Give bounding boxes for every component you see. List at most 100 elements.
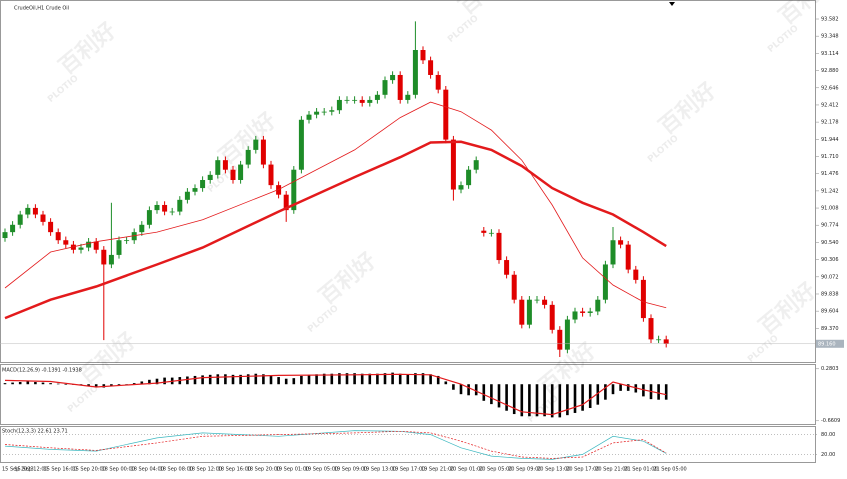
y-tick-label: 91.476 — [821, 171, 839, 177]
macd-bar — [140, 381, 144, 385]
macd-bar — [482, 384, 486, 401]
macd-bar — [429, 374, 432, 385]
x-tick-label: 18 Sep 16:00 — [218, 467, 251, 473]
macd-bar — [550, 384, 554, 418]
candle-body — [283, 194, 289, 211]
candle-body — [382, 80, 388, 95]
x-tick-label: 15 Sep 12:00 — [14, 467, 47, 473]
macd-bar — [588, 384, 592, 408]
candle-body — [526, 299, 532, 325]
candle-body — [10, 224, 16, 233]
x-tick-label: 18 Sep 00:00 — [101, 467, 134, 473]
macd-bar — [596, 384, 600, 405]
macd-bar — [269, 375, 273, 385]
candle-body — [238, 164, 244, 180]
macd-bar — [148, 379, 151, 385]
x-tick-label: 20 Sep 05:00 — [479, 467, 512, 473]
candle-body — [222, 160, 228, 170]
macd-bar — [573, 384, 577, 413]
x-tick-label: 21 Sep 05:00 — [653, 467, 686, 473]
candle-body — [215, 160, 221, 175]
candle-body — [511, 274, 517, 300]
candle-body — [466, 169, 472, 186]
macd-bar — [231, 374, 235, 385]
macd-bar — [110, 384, 113, 387]
candle-body — [405, 94, 411, 100]
candle-body — [428, 60, 434, 75]
candle-body — [124, 240, 130, 242]
candle-body — [549, 304, 555, 330]
candle-body — [610, 240, 616, 265]
x-tick-label: 20 Sep 13:00 — [537, 467, 570, 473]
y-tick-label: 93.582 — [821, 17, 839, 23]
macd-bar — [528, 384, 531, 417]
stoch-line — [4, 430, 667, 460]
macd-bar — [186, 376, 189, 385]
y-tick-label: 93.348 — [821, 34, 839, 40]
candle-body — [321, 111, 327, 113]
x-tick-label: 21 Sep 01:00 — [624, 467, 657, 473]
candle-body — [192, 188, 198, 192]
macd-bar — [262, 374, 265, 385]
macd-bar — [520, 384, 524, 417]
macd-bar — [664, 384, 668, 400]
candle-body — [663, 339, 669, 344]
x-tick-label: 19 Sep 01:00 — [276, 467, 309, 473]
y-tick-label: 91.710 — [821, 154, 839, 160]
macd-bar — [208, 374, 212, 385]
y-tick-label: 80.00 — [821, 432, 835, 438]
candle-body — [86, 241, 92, 248]
candle-body — [169, 211, 175, 213]
macd-bar — [368, 373, 372, 385]
candle-body — [534, 299, 540, 301]
x-tick-label: 20 Sep 09:00 — [508, 467, 541, 473]
macd-bar — [543, 384, 546, 417]
candle-body — [344, 99, 350, 101]
candle-body — [268, 164, 274, 186]
candle-body — [640, 279, 646, 319]
macd-bar — [132, 383, 136, 385]
chart-title: CrudeOil,H1 Crude Oil — [14, 6, 69, 12]
candle-body — [595, 299, 601, 312]
macd-bar — [467, 384, 470, 396]
candle-body — [352, 99, 358, 101]
x-tick-label: 15 Sep 2023 — [2, 467, 34, 473]
current-price-box — [816, 339, 844, 348]
macd-bar — [558, 384, 562, 418]
candle-body — [291, 169, 297, 211]
macd-bar — [581, 384, 584, 411]
x-tick-label: 20 Sep 21:00 — [595, 467, 628, 473]
candle-body — [633, 269, 639, 280]
y-tick-label: 90.540 — [821, 240, 839, 246]
x-tick-label: 19 Sep 09:00 — [334, 467, 367, 473]
candle-body — [32, 207, 38, 215]
candle-body — [443, 89, 449, 140]
macd-bar — [11, 382, 14, 385]
candle-body — [101, 249, 107, 265]
candle-body — [63, 240, 69, 245]
macd-bar — [3, 383, 7, 385]
macd-bar — [315, 374, 318, 385]
macd-bar — [41, 382, 45, 385]
candle-body — [580, 311, 586, 313]
candle-body — [2, 232, 8, 239]
macd-bar — [163, 377, 166, 385]
y-tick-label: 89.604 — [821, 309, 839, 315]
macd-bar — [490, 384, 493, 405]
candle-body — [656, 339, 662, 341]
candle-body — [564, 319, 570, 350]
macd-bar — [459, 384, 463, 395]
macd-bar — [414, 373, 417, 385]
candle-body — [230, 169, 236, 180]
candle-body — [260, 139, 266, 165]
macd-bar — [277, 377, 280, 385]
macd-bar — [474, 384, 478, 396]
macd-bar — [406, 374, 410, 385]
candle-body — [420, 50, 426, 61]
x-tick-label: 20 Sep 01:00 — [450, 467, 483, 473]
macd-bar — [566, 384, 569, 416]
x-tick-label: 19 Sep 05:00 — [305, 467, 338, 473]
macd-bar — [436, 375, 440, 385]
macd-bar — [49, 383, 52, 385]
x-tick-label: 15 Sep 16:00 — [43, 467, 76, 473]
